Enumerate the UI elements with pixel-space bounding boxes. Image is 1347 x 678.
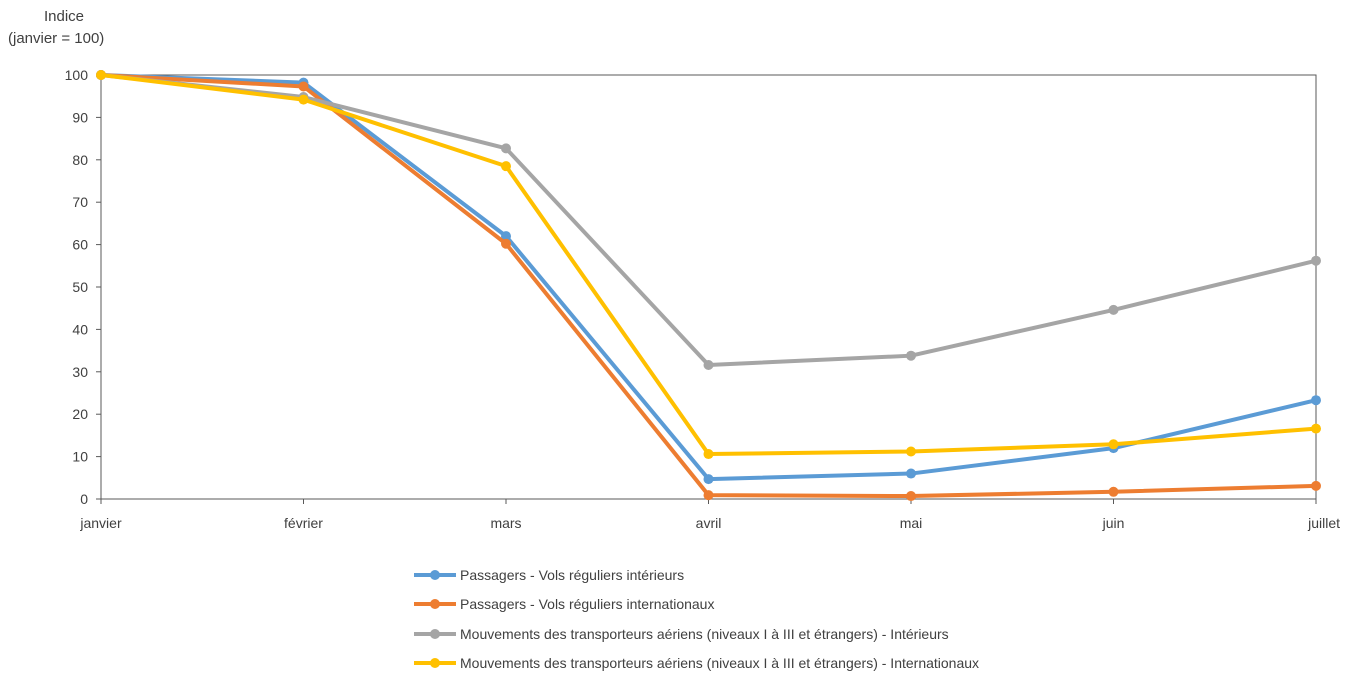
series-1-point xyxy=(1311,395,1321,405)
x-tick-label: mars xyxy=(490,515,521,531)
series-2-point xyxy=(1311,481,1321,491)
y-axis-label-line1: Indice xyxy=(8,6,104,28)
y-tick-label: 60 xyxy=(72,237,88,253)
legend-swatch xyxy=(414,627,456,641)
legend-item-1: Passagers - Vols réguliers intérieurs xyxy=(414,560,979,590)
series-1-point xyxy=(906,469,916,479)
x-tick-label: juillet xyxy=(1307,515,1340,531)
series-4-point xyxy=(906,447,916,457)
y-tick-label: 20 xyxy=(72,406,88,422)
x-tick-label: janvier xyxy=(79,515,122,531)
y-tick-label: 30 xyxy=(72,364,88,380)
y-tick-label: 90 xyxy=(72,109,88,125)
series-4-point xyxy=(299,95,309,105)
x-tick-label: avril xyxy=(696,515,722,531)
series-line-4 xyxy=(101,75,1316,454)
legend-label: Mouvements des transporteurs aériens (ni… xyxy=(460,655,979,671)
series-1-point xyxy=(704,474,714,484)
series-3-point xyxy=(501,143,511,153)
series-2-point xyxy=(1109,487,1119,497)
y-tick-label: 100 xyxy=(65,67,89,83)
y-tick-label: 70 xyxy=(72,194,88,210)
y-tick-label: 50 xyxy=(72,279,88,295)
legend-swatch xyxy=(414,568,456,582)
series-2-point xyxy=(704,490,714,500)
series-3-point xyxy=(704,360,714,370)
series-2-point xyxy=(906,491,916,501)
legend-label: Passagers - Vols réguliers intérieurs xyxy=(460,567,684,583)
series-4-point xyxy=(1109,439,1119,449)
y-axis-label-line2: (janvier = 100) xyxy=(8,28,104,50)
series-2-point xyxy=(299,81,309,91)
y-tick-label: 10 xyxy=(72,449,88,465)
series-4-point xyxy=(1311,424,1321,434)
legend: Passagers - Vols réguliers intérieurs Pas… xyxy=(414,560,979,678)
y-axis-label: Indice (janvier = 100) xyxy=(8,6,104,50)
series-4-point xyxy=(96,70,106,80)
series-4-point xyxy=(501,161,511,171)
series-2-point xyxy=(501,239,511,249)
legend-swatch xyxy=(414,597,456,611)
series-3-point xyxy=(906,351,916,361)
y-tick-label: 40 xyxy=(72,321,88,337)
series-3-point xyxy=(1109,305,1119,315)
legend-item-2: Passagers - Vols réguliers internationau… xyxy=(414,590,979,620)
x-tick-label: février xyxy=(284,515,323,531)
series-line-3 xyxy=(101,75,1316,365)
legend-label: Passagers - Vols réguliers internationau… xyxy=(460,596,714,612)
y-tick-label: 80 xyxy=(72,152,88,168)
y-tick-label: 0 xyxy=(80,491,88,507)
legend-label: Mouvements des transporteurs aériens (ni… xyxy=(460,626,949,642)
legend-item-3: Mouvements des transporteurs aériens (ni… xyxy=(414,619,979,649)
plot-area-frame xyxy=(101,75,1316,499)
legend-item-4: Mouvements des transporteurs aériens (ni… xyxy=(414,649,979,678)
x-tick-label: juin xyxy=(1102,515,1125,531)
series-4-point xyxy=(704,449,714,459)
x-tick-label: mai xyxy=(900,515,923,531)
legend-swatch xyxy=(414,656,456,670)
series-line-2 xyxy=(101,75,1316,496)
series-3-point xyxy=(1311,256,1321,266)
series-line-1 xyxy=(101,75,1316,479)
